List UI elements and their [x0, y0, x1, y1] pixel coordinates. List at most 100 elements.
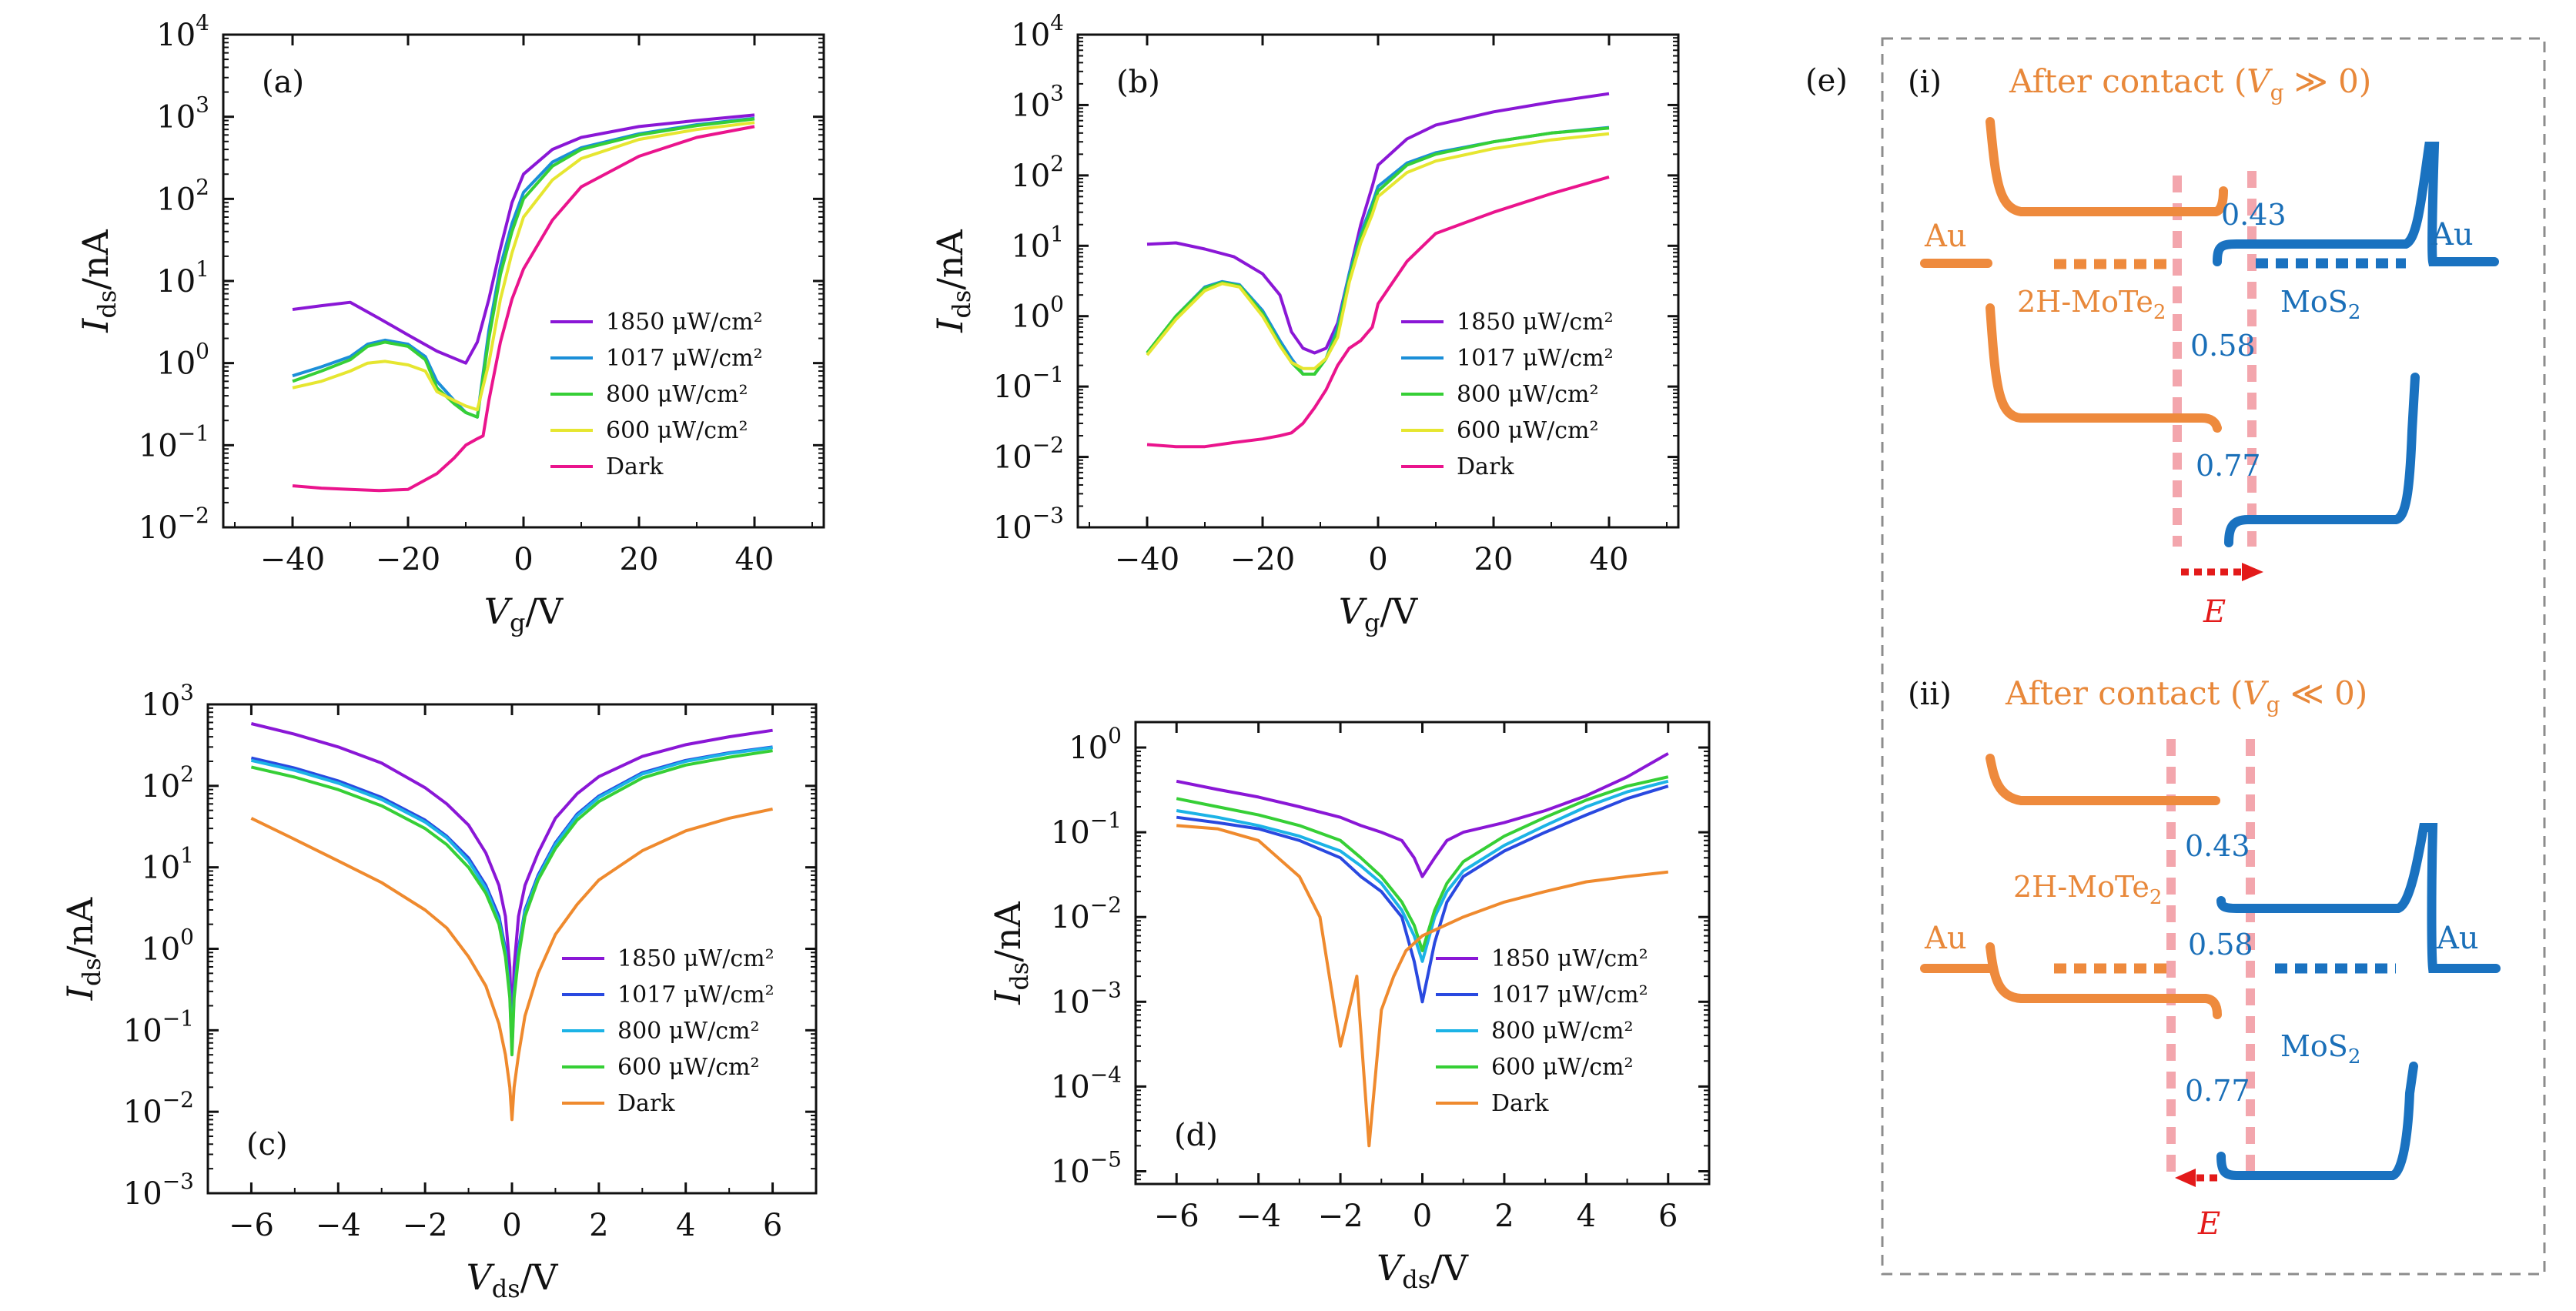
mos2-valence-band-ii [2216, 1062, 2418, 1180]
x-axis-label: Vds/V [467, 1256, 559, 1303]
y-tick-label: 10−1 [1051, 808, 1122, 851]
series-group [1146, 92, 1610, 449]
x-tick-label: 4 [1577, 1199, 1596, 1234]
y-tick-label: 10−3 [993, 503, 1064, 546]
series-line-dark [1176, 824, 1669, 1148]
panel-d-chart: −6 −4 −2 0 2 4 6 10−5 10−4 10−3 10−2 10−1 100 Vds/V Id… [987, 721, 1711, 1294]
y-tick-label: 104 [1011, 10, 1064, 53]
subpanel-i: (i) After contact (Vg ≫ 0) Au Au 2H-MoTe… [1908, 62, 2499, 630]
y-tick-label: 101 [1011, 221, 1064, 264]
y-tick-label: 10−2 [1051, 892, 1122, 935]
series-line-1850-w-cm- [1146, 92, 1610, 355]
series-line-800-w-cm- [292, 117, 755, 419]
x-axis-label: Vg/V [484, 590, 564, 637]
x-tick-label: 6 [1658, 1199, 1678, 1234]
legend-entry: Dark [617, 1090, 675, 1117]
y-tick-label: 100 [1011, 292, 1064, 335]
x-tick-label: −2 [1318, 1199, 1363, 1234]
y-tick-label: 103 [141, 680, 194, 723]
legend-entry: 1017 μW/cm² [1457, 345, 1614, 372]
series-group [1176, 752, 1669, 1148]
legend-entry: 800 μW/cm² [617, 1018, 760, 1045]
x-tick-label: 4 [676, 1208, 695, 1243]
series-line-1017-w-cm- [1176, 784, 1669, 1004]
plot-frame-b [1076, 33, 1680, 529]
legend-entry: Dark [1457, 453, 1514, 480]
x-tick-label: 40 [1590, 542, 1629, 577]
panel-label-d: (d) [1174, 1118, 1218, 1153]
panel-label-c: (c) [246, 1127, 288, 1162]
subpanel-i-title: After contact (Vg ≫ 0) [2009, 62, 2371, 105]
barrier-value-2-i: 0.58 [2190, 329, 2256, 363]
mote2-conduction-band-i [1986, 117, 2228, 216]
series-line-dark [250, 807, 774, 1122]
x-tick-label: 0 [1413, 1199, 1432, 1234]
au-right-label-i: Au [2430, 217, 2474, 253]
legend-entry: 600 μW/cm² [1491, 1054, 1634, 1081]
legend-entry: 1850 μW/cm² [606, 309, 763, 336]
y-tick-label: 10−1 [123, 1005, 194, 1048]
series-line-600-w-cm- [1146, 132, 1610, 370]
mote2-valence-band-i [1986, 303, 2222, 433]
y-tick-label: 10−4 [1051, 1062, 1122, 1105]
legend-entry: 800 μW/cm² [1457, 381, 1599, 408]
panel-label-b: (b) [1116, 65, 1160, 100]
field-arrow-head-i [2242, 563, 2263, 581]
x-tick-label: −6 [229, 1208, 274, 1243]
subpanel-ii-label: (ii) [1908, 677, 1952, 712]
x-axis-label: Vds/V [1377, 1247, 1469, 1294]
legend-entry: 600 μW/cm² [1457, 417, 1599, 444]
y-tick-label: 10−1 [139, 420, 209, 463]
legend-entry: 800 μW/cm² [606, 381, 748, 408]
legend-entry: 1017 μW/cm² [617, 982, 774, 1008]
y-tick-label: 100 [156, 339, 209, 382]
panel-b-chart: −40 −20 0 20 40 10−3 10−2 10−1 100 101 102 103 104 Vg… [929, 10, 1680, 637]
series-line-dark [292, 125, 755, 493]
x-tick-label: 6 [763, 1208, 782, 1243]
y-tick-label: 101 [156, 256, 209, 299]
y-tick-label: 102 [1011, 151, 1064, 194]
barrier-value-3-ii: 0.77 [2185, 1074, 2250, 1108]
legend-entry: 1850 μW/cm² [1457, 309, 1614, 336]
x-tick-label: 0 [514, 542, 533, 577]
y-tick-label: 10−3 [1051, 977, 1122, 1020]
x-axis-label: Vg/V [1339, 590, 1418, 637]
mote2-label-i: 2H-MoTe2 [2017, 285, 2166, 324]
x-tick-label: −2 [403, 1208, 448, 1243]
field-label-ii: E [2197, 1206, 2220, 1242]
mos2-label-ii: MoS2 [2280, 1029, 2360, 1069]
y-tick-label: 10−5 [1051, 1146, 1122, 1189]
panel-label-e: (e) [1805, 63, 1848, 99]
series-group [292, 113, 755, 493]
panel-e-band-diagram: (e) (i) After contact (Vg ≫ 0) Au Au 2H-… [1805, 37, 2546, 1276]
mote2-label-ii: 2H-MoTe2 [2013, 870, 2162, 909]
x-tick-label: −20 [376, 542, 440, 577]
x-tick-label: 40 [735, 542, 774, 577]
mote2-valence-band-ii [1986, 942, 2222, 1019]
mos2-conduction-band-i [2213, 142, 2499, 266]
au-left-label-ii: Au [1924, 921, 1967, 956]
y-axis-label: Ids/nA [987, 901, 1034, 1005]
series-line-dark [1146, 175, 1610, 449]
x-tick-label: −40 [260, 542, 325, 577]
legend-entry: 1850 μW/cm² [1491, 945, 1648, 972]
series-line-800-w-cm- [1176, 779, 1669, 963]
barrier-value-1-i: 0.43 [2221, 198, 2287, 232]
mote2-conduction-band-ii [1986, 754, 2220, 805]
barrier-value-1-ii: 0.43 [2185, 829, 2250, 863]
y-tick-label: 10−2 [139, 503, 209, 546]
x-tick-label: 2 [589, 1208, 608, 1243]
legend-entry: 600 μW/cm² [606, 417, 748, 444]
series-group [250, 722, 774, 1122]
legend-entry: 600 μW/cm² [617, 1054, 760, 1081]
y-axis-label: Ids/nA [929, 229, 976, 333]
legend-entry: Dark [606, 453, 664, 480]
x-tick-label: 0 [1368, 542, 1387, 577]
au-right-label-ii: Au [2436, 921, 2479, 956]
y-tick-label: 104 [156, 10, 209, 53]
x-tick-label: 20 [620, 542, 659, 577]
barrier-value-2-ii: 0.58 [2188, 928, 2253, 962]
y-tick-label: 103 [1011, 80, 1064, 123]
x-tick-label: −4 [1236, 1199, 1281, 1234]
